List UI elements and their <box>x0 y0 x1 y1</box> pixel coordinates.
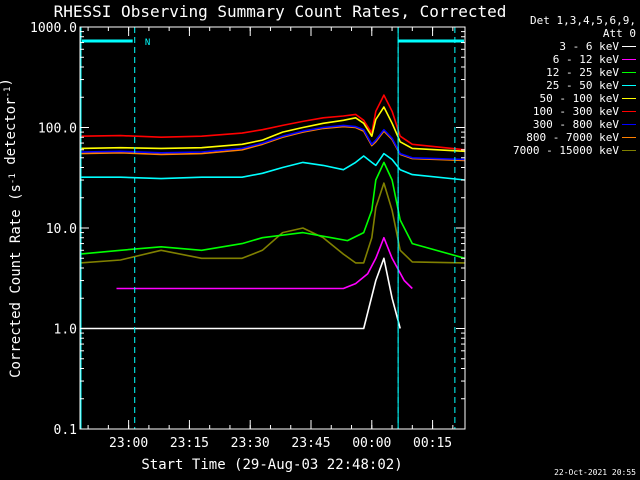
legend-label: 3 - 6 keV <box>559 40 619 53</box>
legend-label: 50 - 100 keV <box>539 92 619 105</box>
x-tick-label: 23:45 <box>291 436 330 451</box>
legend-entry: 50 - 100 keV <box>486 92 636 105</box>
legend-swatch <box>622 137 636 138</box>
x-tick-label: 23:15 <box>170 436 209 451</box>
series-line <box>79 124 466 161</box>
legend-swatch <box>622 150 636 151</box>
chart-title: RHESSI Observing Summary Count Rates, Co… <box>54 2 507 21</box>
legend-header-attenuator: Att 0 <box>602 27 636 40</box>
legend-header-detectors: Det 1,3,4,5,6,9, <box>530 14 636 27</box>
legend-label: 25 - 50 keV <box>546 79 619 92</box>
series-line <box>79 106 466 153</box>
y-label-part: Corrected Count Rate (s <box>8 184 24 378</box>
timestamp: 22-Oct-2021 20:55 <box>554 468 636 477</box>
y-axis-label: Corrected Count Rate (s-1 detector-1) <box>0 78 24 378</box>
y-tick-label: 1000.0 <box>30 21 77 36</box>
series-line <box>79 94 466 151</box>
legend-entry: 25 - 50 keV <box>486 79 636 92</box>
y-tick-label: 1.0 <box>54 323 77 338</box>
y-label-exponent: -1 <box>3 87 13 98</box>
legend-entry: 12 - 25 keV <box>486 66 636 79</box>
x-tick-label: 00:15 <box>413 436 452 451</box>
legend-swatch <box>622 85 636 86</box>
legend-label: 300 - 800 keV <box>532 118 619 131</box>
legend-entry: 7000 - 15000 keV <box>486 144 636 157</box>
series-line <box>79 161 466 260</box>
x-tick-label: 00:00 <box>352 436 391 451</box>
x-axis-label: Start Time (29-Aug-03 22:48:02) <box>141 457 402 473</box>
legend-entry: 300 - 800 keV <box>486 118 636 131</box>
legend-entry: 6 - 12 keV <box>486 53 636 66</box>
legend-label: 12 - 25 keV <box>546 66 619 79</box>
axis-layer: 0.1 1.0 10.0 100.0 1000.0 23:00 23:15 23:30 23:4… <box>30 21 465 451</box>
legend-label: 7000 - 15000 keV <box>513 144 619 157</box>
legend-label: 100 - 300 keV <box>532 105 619 118</box>
x-tick-label: 23:30 <box>231 436 270 451</box>
legend-entry: 800 - 7000 keV <box>486 131 636 144</box>
series-line <box>80 257 401 330</box>
x-tick-label: 23:00 <box>109 436 148 451</box>
legend: Det 1,3,4,5,6,9, Att 0 3 - 6 keV 6 - 12 … <box>486 14 636 157</box>
legend-swatch <box>622 72 636 73</box>
series-layer <box>79 94 466 330</box>
series-line <box>79 182 466 264</box>
y-tick-label: 10.0 <box>46 222 77 237</box>
series-line <box>80 152 466 181</box>
legend-label: 800 - 7000 keV <box>526 131 619 144</box>
legend-swatch <box>622 124 636 125</box>
series-line <box>116 236 413 290</box>
legend-swatch <box>622 59 636 60</box>
legend-entry: 100 - 300 keV <box>486 105 636 118</box>
y-label-exponent: -1 <box>8 173 18 184</box>
legend-entry: 3 - 6 keV <box>486 40 636 53</box>
saa-flag-label: N <box>145 38 150 48</box>
y-label-part: detector <box>3 97 19 173</box>
legend-swatch <box>622 98 636 99</box>
y-label-part: ) <box>0 78 14 86</box>
legend-label: 6 - 12 keV <box>552 53 619 66</box>
marker-layer: N <box>80 27 464 429</box>
legend-swatch <box>622 111 636 112</box>
legend-swatch <box>622 46 636 47</box>
y-tick-label: 100.0 <box>38 122 77 137</box>
y-tick-label: 0.1 <box>54 423 77 438</box>
